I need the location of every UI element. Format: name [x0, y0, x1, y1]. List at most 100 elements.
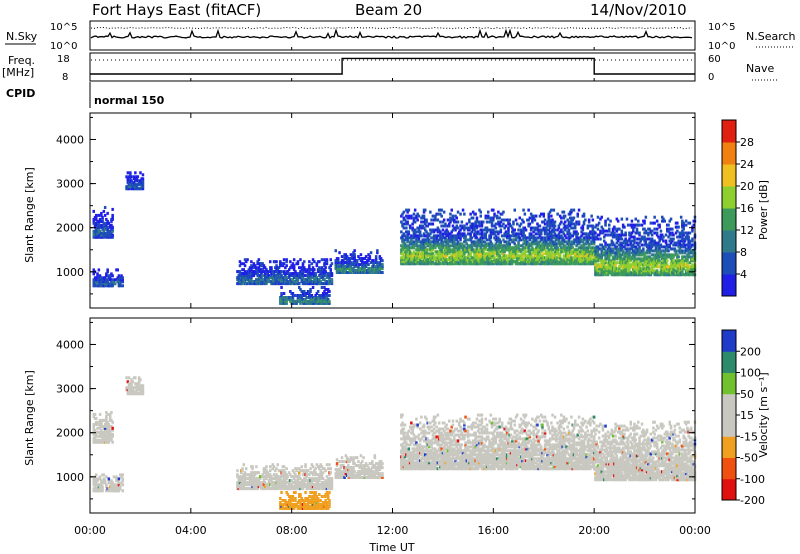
echo-cell — [290, 274, 293, 278]
echo-cell — [321, 301, 325, 305]
echo-cell — [643, 235, 646, 239]
echo-cell — [576, 212, 579, 216]
echo-cell — [633, 271, 636, 275]
echo-cell — [131, 390, 135, 394]
echo-cell — [599, 255, 602, 259]
echo-cell — [271, 485, 274, 489]
echo-cell — [584, 260, 587, 264]
echo-cell — [563, 262, 567, 266]
echo-cell — [294, 270, 297, 274]
echo-cell — [664, 261, 668, 265]
echo-cell — [591, 228, 595, 232]
echo-cell — [280, 270, 283, 274]
echo-cell — [300, 296, 303, 299]
echo-cell — [562, 246, 566, 250]
echo-cell — [542, 252, 545, 256]
nave-tick-bottom: 0 — [708, 72, 714, 83]
echo-cell — [626, 259, 630, 263]
echo-cell — [615, 249, 619, 253]
echo-cell — [647, 233, 650, 237]
echo-cell — [267, 278, 271, 282]
echo-cell — [325, 282, 329, 286]
echo-cell — [453, 234, 456, 238]
echo-cell — [466, 256, 470, 260]
echo-cell — [306, 282, 310, 286]
echo-cell — [581, 252, 585, 256]
echo-cell — [325, 294, 329, 297]
echo-cell — [531, 258, 534, 262]
echo-cell — [416, 212, 419, 216]
echo-cell — [261, 274, 264, 278]
echo-cell — [319, 297, 322, 301]
echo-cell — [626, 255, 630, 259]
echo-cell — [323, 264, 326, 268]
echo-cell — [96, 229, 99, 233]
echo-cell — [513, 234, 516, 238]
echo-cell — [432, 244, 436, 248]
echo-cell — [545, 242, 548, 246]
echo-cell — [110, 219, 113, 223]
echo-cell — [459, 258, 462, 262]
echo-cell — [597, 253, 601, 257]
echo-cell — [550, 238, 553, 242]
echo-cell — [440, 214, 443, 218]
echo-cell — [107, 432, 111, 436]
echo-cell — [455, 244, 458, 248]
echo-cell — [655, 259, 659, 263]
echo-cell — [243, 280, 247, 284]
echo-cell — [555, 252, 558, 256]
echo-cell — [413, 256, 417, 260]
echo-cell — [261, 280, 264, 284]
echo-cell — [282, 481, 286, 485]
echo-cell — [379, 257, 383, 261]
echo-cell — [321, 276, 325, 280]
echo-cell — [604, 243, 607, 247]
echo-cell — [579, 236, 582, 240]
echo-cell — [451, 238, 455, 242]
echo-cell — [640, 271, 644, 275]
echo-cell — [616, 249, 620, 253]
echo-cell — [691, 229, 694, 233]
echo-cell — [107, 428, 111, 432]
echo-cell — [676, 229, 679, 233]
echo-cell — [671, 253, 674, 257]
echo-cell — [282, 278, 286, 282]
echo-cell — [668, 273, 671, 277]
echo-cell — [425, 220, 428, 224]
echo-cell — [319, 280, 322, 284]
echo-cell — [633, 261, 636, 265]
echo-cell — [553, 240, 557, 244]
echo-cell — [524, 236, 528, 240]
echo-cell — [420, 246, 423, 250]
echo-cell — [299, 272, 302, 276]
echo-cell — [455, 256, 458, 260]
echo-cell — [560, 240, 563, 244]
echo-cell — [621, 245, 625, 249]
echo-cell — [580, 234, 583, 238]
echo-cell — [637, 249, 640, 253]
echo-cell — [619, 249, 622, 253]
echo-cell — [469, 252, 472, 256]
echo-cell — [260, 264, 263, 268]
echo-cell — [95, 221, 98, 225]
echo-cell — [271, 282, 274, 286]
echo-cell — [321, 282, 325, 286]
echo-cell — [502, 252, 505, 256]
echo-cell — [417, 214, 421, 218]
echo-cell — [436, 256, 440, 260]
echo-cell — [634, 271, 637, 275]
echo-cell — [119, 276, 122, 280]
echo-cell — [569, 232, 572, 236]
echo-cell — [137, 378, 141, 382]
echo-cell — [526, 254, 529, 258]
echo-cell — [411, 228, 414, 232]
echo-cell — [655, 263, 659, 267]
echo-cell — [661, 245, 664, 249]
echo-cell — [597, 247, 601, 251]
echo-cell — [426, 252, 429, 256]
echo-cell — [571, 234, 574, 238]
echo-cell — [410, 258, 413, 262]
echo-cell — [507, 242, 510, 246]
echo-cell — [669, 247, 673, 251]
echo-cell — [450, 254, 453, 258]
